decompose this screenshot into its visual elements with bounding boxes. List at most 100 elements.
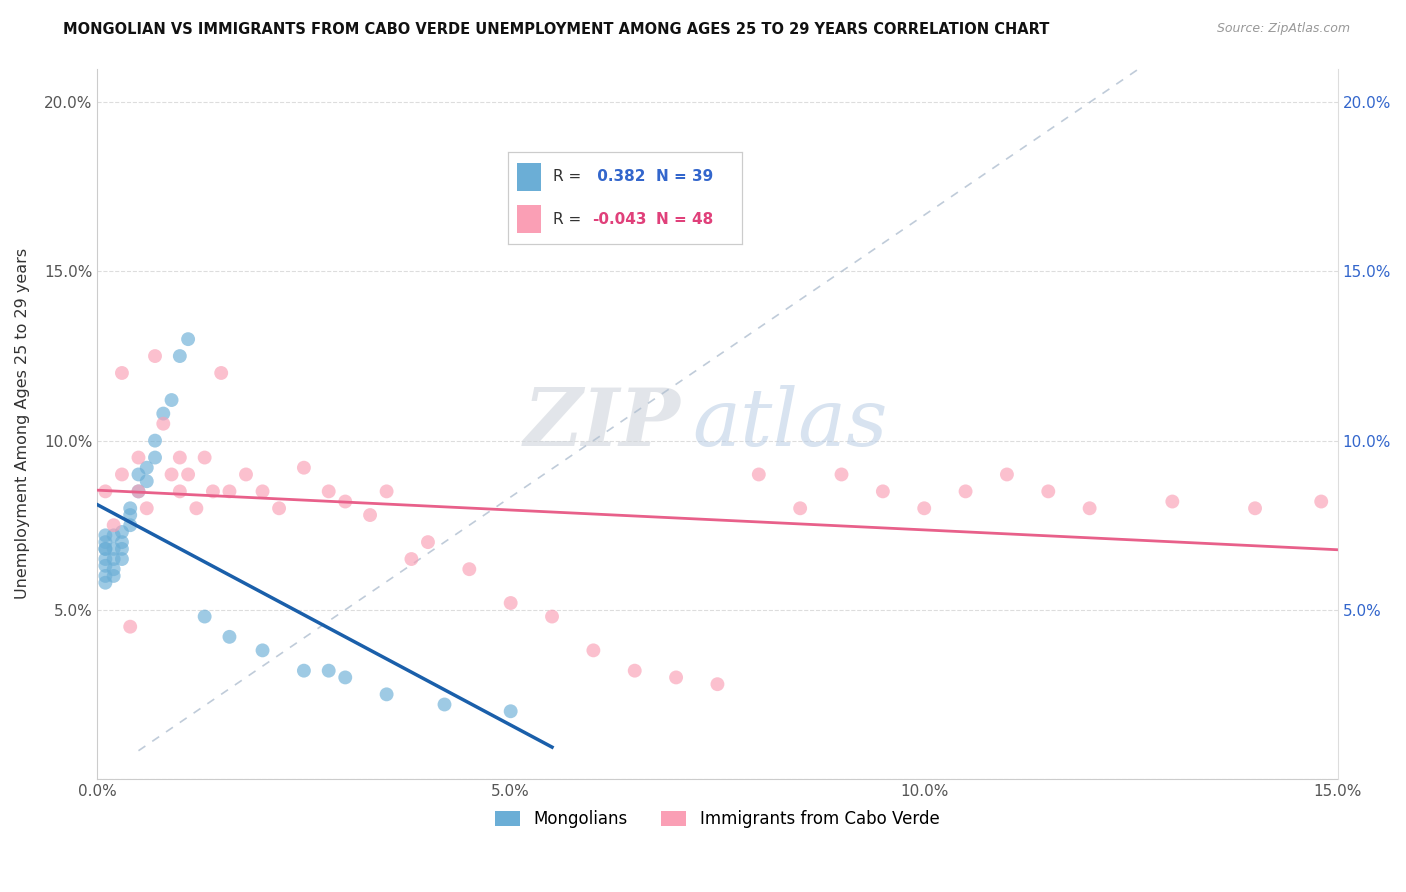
Text: atlas: atlas — [693, 385, 889, 462]
Point — [1161, 494, 1184, 508]
Point — [120, 518, 142, 533]
Point — [103, 528, 125, 542]
Point — [995, 467, 1018, 482]
Y-axis label: Unemployment Among Ages 25 to 29 years: Unemployment Among Ages 25 to 29 years — [15, 248, 30, 599]
Point — [186, 501, 208, 516]
Point — [94, 484, 117, 499]
Text: Source: ZipAtlas.com: Source: ZipAtlas.com — [1216, 22, 1350, 36]
Point — [706, 677, 728, 691]
Point — [135, 501, 157, 516]
Point — [177, 467, 200, 482]
Point — [292, 460, 315, 475]
Point — [94, 528, 117, 542]
Point — [1310, 494, 1333, 508]
Point — [955, 484, 977, 499]
Point — [218, 630, 240, 644]
FancyBboxPatch shape — [517, 163, 541, 191]
Point — [127, 484, 149, 499]
Point — [120, 501, 142, 516]
Point — [499, 704, 522, 718]
Point — [789, 501, 811, 516]
Point — [103, 569, 125, 583]
Point — [831, 467, 853, 482]
Point — [499, 596, 522, 610]
Point — [103, 541, 125, 556]
Point — [912, 501, 935, 516]
Point — [267, 501, 290, 516]
Point — [1038, 484, 1060, 499]
Point — [143, 349, 166, 363]
Point — [94, 541, 117, 556]
Point — [252, 484, 274, 499]
Point — [135, 460, 157, 475]
Point — [541, 609, 564, 624]
Point — [152, 407, 174, 421]
Text: N = 39: N = 39 — [655, 169, 713, 185]
Point — [111, 535, 134, 549]
Point — [318, 484, 340, 499]
Point — [111, 467, 134, 482]
Point — [103, 552, 125, 566]
Point — [375, 687, 398, 701]
Text: N = 48: N = 48 — [655, 212, 713, 227]
Point — [127, 467, 149, 482]
Point — [143, 450, 166, 465]
Point — [375, 484, 398, 499]
Point — [235, 467, 257, 482]
FancyBboxPatch shape — [517, 205, 541, 234]
Point — [335, 670, 357, 684]
Legend: Mongolians, Immigrants from Cabo Verde: Mongolians, Immigrants from Cabo Verde — [489, 803, 946, 835]
Point — [111, 524, 134, 539]
Point — [623, 664, 645, 678]
Point — [111, 366, 134, 380]
Point — [201, 484, 224, 499]
Text: 0.382: 0.382 — [592, 169, 645, 185]
Point — [94, 575, 117, 590]
Point — [135, 474, 157, 488]
Text: ZIP: ZIP — [523, 385, 681, 462]
Point — [252, 643, 274, 657]
Point — [1244, 501, 1267, 516]
Point — [433, 698, 456, 712]
Point — [169, 450, 191, 465]
Point — [872, 484, 894, 499]
Point — [94, 552, 117, 566]
Point — [94, 569, 117, 583]
Point — [143, 434, 166, 448]
Point — [194, 450, 217, 465]
Point — [335, 494, 357, 508]
Point — [94, 558, 117, 573]
Point — [103, 562, 125, 576]
Point — [169, 349, 191, 363]
Point — [111, 552, 134, 566]
Text: -0.043: -0.043 — [592, 212, 647, 227]
Point — [318, 664, 340, 678]
Point — [748, 467, 770, 482]
Point — [177, 332, 200, 346]
Point — [458, 562, 481, 576]
Point — [152, 417, 174, 431]
Point — [401, 552, 423, 566]
Point — [103, 518, 125, 533]
Point — [194, 609, 217, 624]
Point — [582, 643, 605, 657]
Point — [292, 664, 315, 678]
Point — [111, 541, 134, 556]
Point — [94, 541, 117, 556]
Point — [120, 508, 142, 522]
Point — [120, 620, 142, 634]
Point — [1078, 501, 1101, 516]
Point — [94, 535, 117, 549]
Point — [209, 366, 232, 380]
Text: R =: R = — [553, 169, 581, 185]
Point — [127, 484, 149, 499]
Point — [160, 392, 183, 407]
Point — [665, 670, 688, 684]
Point — [416, 535, 439, 549]
Point — [169, 484, 191, 499]
Point — [218, 484, 240, 499]
Point — [359, 508, 381, 522]
Point — [160, 467, 183, 482]
Text: MONGOLIAN VS IMMIGRANTS FROM CABO VERDE UNEMPLOYMENT AMONG AGES 25 TO 29 YEARS C: MONGOLIAN VS IMMIGRANTS FROM CABO VERDE … — [63, 22, 1050, 37]
Text: R =: R = — [553, 212, 581, 227]
